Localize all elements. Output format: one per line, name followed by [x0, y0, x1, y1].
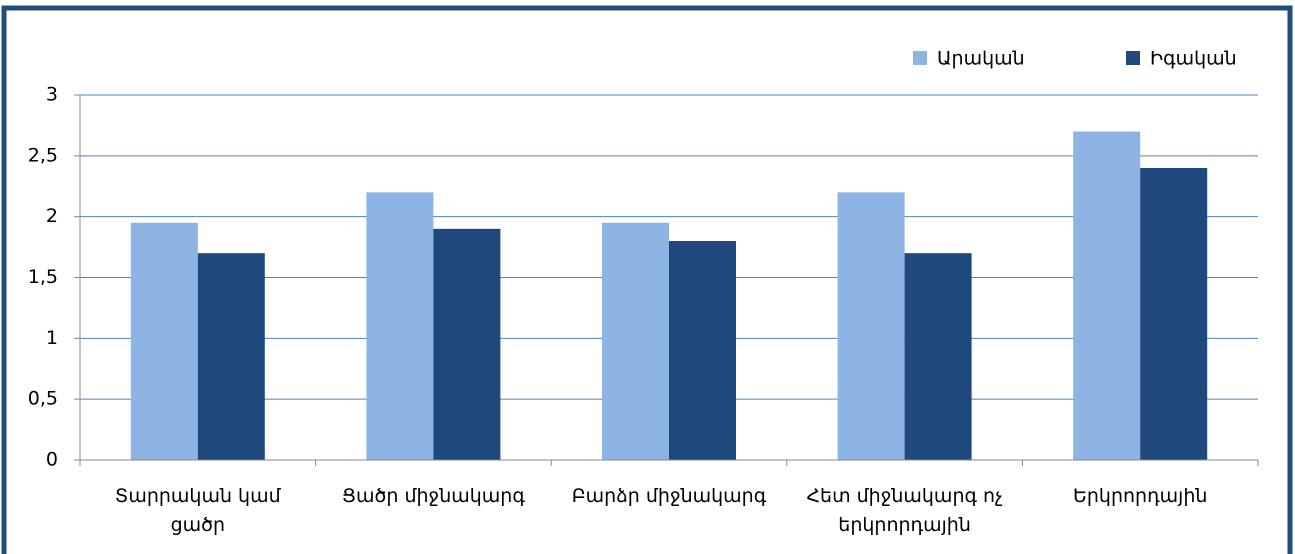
y-tick-label: 1,5: [28, 266, 58, 288]
y-tick-label: 3: [46, 84, 58, 106]
bar: [1073, 131, 1141, 460]
bar: [433, 228, 501, 460]
bar: [904, 253, 972, 460]
y-tick-label: 0,5: [28, 388, 58, 410]
y-tick-label: 2,5: [28, 144, 58, 166]
legend-swatch: [913, 51, 927, 65]
y-tick-label: 1: [46, 327, 58, 349]
legend-swatch: [1126, 51, 1140, 65]
x-tick-label: Տարրական կամ ցածր: [114, 485, 281, 536]
y-tick-label: 0: [46, 449, 58, 471]
bar: [1140, 168, 1208, 460]
bar: [366, 192, 434, 461]
legend-label: Իգական: [1150, 48, 1237, 70]
frame: [1, 5, 1293, 554]
bar: [669, 241, 736, 460]
bar: [837, 192, 905, 461]
x-tick-label: Երկրորդային: [1072, 485, 1208, 507]
x-tick-label: Հետ միջնակարգ ոչ երկրորդային: [806, 485, 1003, 536]
x-tick-label: Ցածր միջնակարգ: [341, 485, 525, 507]
bar: [130, 222, 198, 460]
bar: [602, 222, 669, 460]
bar: [197, 253, 265, 460]
y-tick-label: 2: [46, 205, 58, 227]
legend-label: Արական: [937, 48, 1025, 70]
x-tick-label: Բարձր միջնակարգ: [571, 485, 767, 507]
